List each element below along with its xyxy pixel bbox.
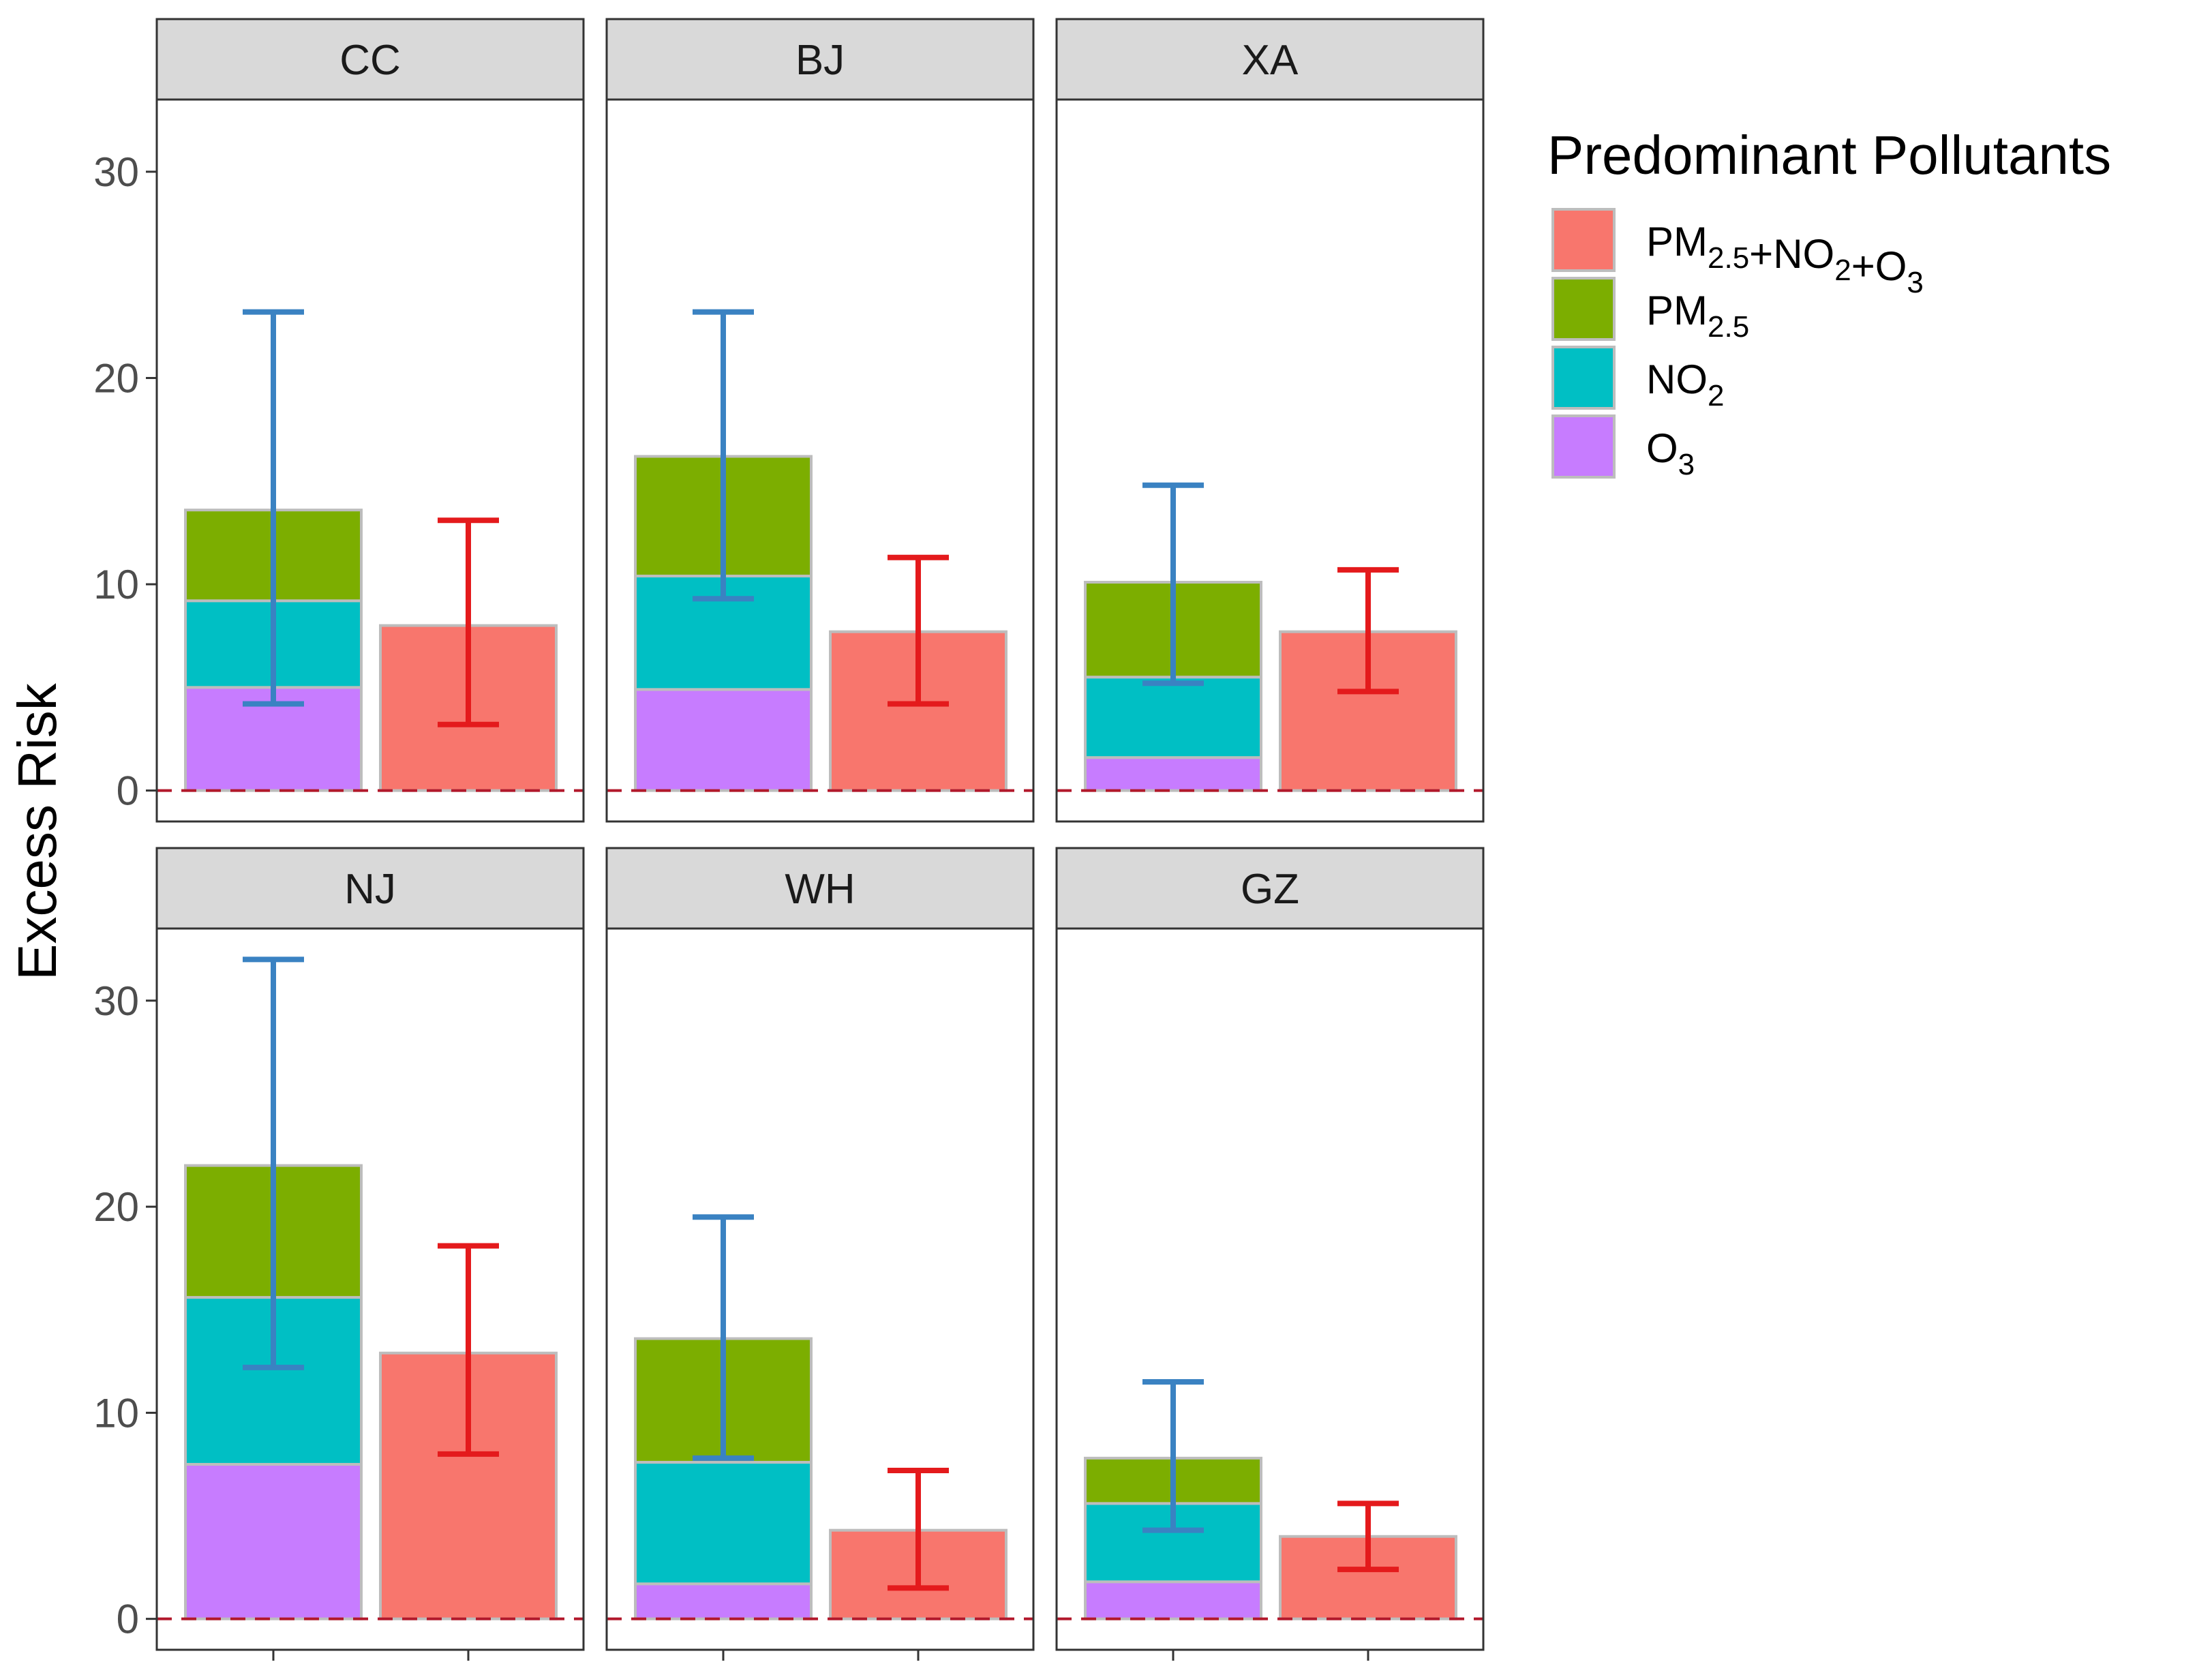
panel-border bbox=[155, 98, 585, 823]
strip-wh bbox=[605, 847, 1035, 930]
legend-swatch-no2 bbox=[1551, 346, 1616, 410]
bar-segment-o3 bbox=[634, 1582, 813, 1620]
legend-entry-pm25: PM2.5 bbox=[1551, 277, 1749, 344]
legend-label-no2: NO2 bbox=[1646, 357, 1724, 412]
facet-nj: NJ 0 10 20 30 bbox=[93, 847, 585, 1661]
facet-panels: CC 0 10 20 30 BJ XA NJ 0 10 20 30 WH GZ bbox=[93, 18, 1485, 1661]
panel-border bbox=[605, 98, 1035, 823]
y-tick-label: 10 bbox=[93, 562, 139, 607]
facet-wh: WH bbox=[605, 847, 1035, 1661]
y-tick-label: 30 bbox=[93, 978, 139, 1024]
panel-border bbox=[1055, 98, 1485, 823]
facet-cc: CC 0 10 20 30 bbox=[93, 18, 585, 823]
error-bar-stacked bbox=[1142, 1379, 1204, 1533]
legend-title: Predominant Pollutants bbox=[1547, 125, 2111, 185]
facet-xa: XA bbox=[1055, 18, 1485, 823]
legend-swatch-pm25 bbox=[1551, 277, 1616, 341]
y-tick-label: 30 bbox=[93, 149, 139, 195]
facet-bj: BJ bbox=[605, 18, 1035, 823]
legend-label-pm25: PM2.5 bbox=[1646, 288, 1749, 344]
error-bar-stacked bbox=[1142, 482, 1204, 686]
legend-label-combined: PM2.5+NO2+O3 bbox=[1646, 219, 1924, 299]
legend-entry-o3: O3 bbox=[1551, 414, 1695, 481]
error-bar-stacked bbox=[693, 1214, 754, 1461]
strip-label: GZ bbox=[1241, 866, 1299, 913]
error-bar-combined bbox=[438, 517, 499, 727]
bar-segment-no2 bbox=[634, 1460, 813, 1586]
facet-gz: GZ bbox=[1055, 847, 1485, 1661]
y-tick-label: 0 bbox=[117, 768, 139, 814]
error-bar-stacked bbox=[243, 309, 304, 707]
strip-gz bbox=[1055, 847, 1485, 930]
strip-label: CC bbox=[339, 37, 401, 84]
y-tick-label: 10 bbox=[93, 1390, 139, 1436]
bar-segment-o3 bbox=[1084, 1580, 1262, 1620]
bar-segment-o3 bbox=[1084, 756, 1262, 792]
legend: Predominant Pollutants PM2.5+NO2+O3PM2.5… bbox=[1547, 125, 2111, 481]
error-bar-combined bbox=[1337, 1500, 1399, 1573]
strip-label: NJ bbox=[344, 866, 396, 913]
strip-label: XA bbox=[1242, 37, 1299, 84]
error-bar-combined bbox=[438, 1243, 499, 1457]
strip-nj bbox=[155, 847, 585, 930]
strip-label: BJ bbox=[796, 37, 845, 84]
error-bar-combined bbox=[1337, 567, 1399, 695]
legend-swatch-o3 bbox=[1551, 414, 1616, 479]
bar-segment-no2 bbox=[1084, 676, 1262, 759]
legend-entry-no2: NO2 bbox=[1551, 346, 1724, 412]
legend-entry-combined: PM2.5+NO2+O3 bbox=[1551, 208, 1924, 299]
bar-segment-o3 bbox=[184, 1462, 363, 1620]
bar-segment-o3 bbox=[634, 688, 813, 792]
strip-label: WH bbox=[785, 866, 855, 913]
legend-swatch-combined bbox=[1551, 208, 1616, 272]
panel-border bbox=[1055, 927, 1485, 1651]
error-bar-stacked bbox=[693, 309, 754, 602]
y-axis-title: Excess Risk bbox=[7, 682, 67, 980]
panel-border bbox=[605, 927, 1035, 1651]
error-bar-combined bbox=[888, 554, 949, 707]
strip-xa bbox=[1055, 18, 1485, 101]
strip-bj bbox=[605, 18, 1035, 101]
y-tick-label: 0 bbox=[117, 1597, 139, 1642]
y-tick-label: 20 bbox=[93, 355, 139, 401]
panel-border bbox=[155, 927, 585, 1651]
error-bar-combined bbox=[888, 1468, 949, 1591]
error-bar-stacked bbox=[243, 956, 304, 1370]
y-tick-label: 20 bbox=[93, 1184, 139, 1230]
legend-label-o3: O3 bbox=[1646, 425, 1695, 481]
strip-cc bbox=[155, 18, 585, 101]
